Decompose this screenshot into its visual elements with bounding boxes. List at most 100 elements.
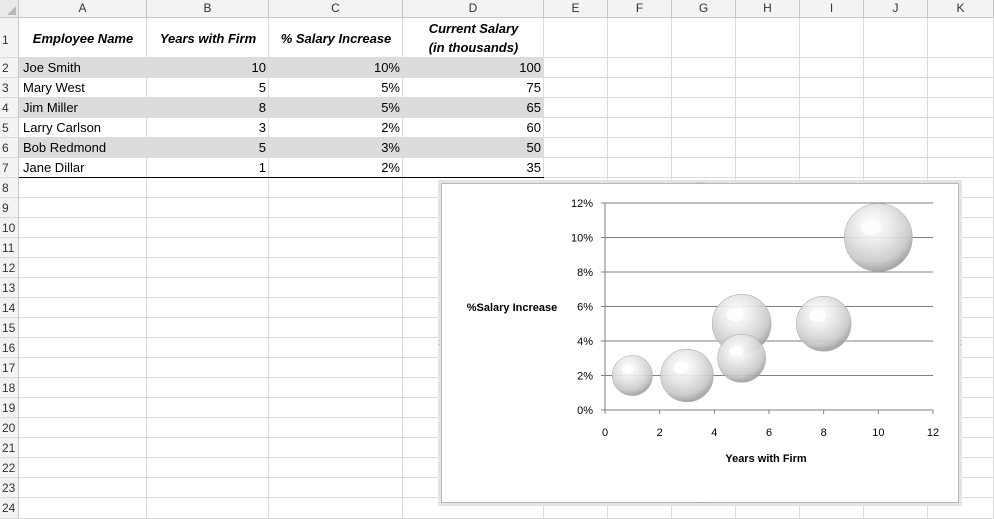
row-header-2[interactable]: 2: [0, 58, 19, 78]
row-header-19[interactable]: 19: [0, 398, 19, 418]
cell-salary[interactable]: 35: [526, 160, 541, 175]
cell-years[interactable]: 5: [258, 80, 266, 95]
bubble-point[interactable]: [611, 355, 653, 396]
row-header-14[interactable]: 14: [0, 298, 19, 318]
row-header-17[interactable]: 17: [0, 358, 19, 378]
bubble-highlight: [729, 345, 744, 357]
x-tick-label: 6: [766, 427, 772, 439]
cell-increase[interactable]: 3%: [381, 140, 400, 155]
column-header-d[interactable]: D: [403, 0, 544, 18]
column-header-h[interactable]: H: [736, 0, 800, 18]
row-header-21[interactable]: 21: [0, 438, 19, 458]
column-header-a[interactable]: A: [19, 0, 147, 18]
select-all-corner[interactable]: [0, 0, 19, 18]
bubble-highlight: [621, 365, 634, 374]
column-header-g[interactable]: G: [672, 0, 736, 18]
column-gridline: [268, 18, 269, 519]
cell-increase[interactable]: 10%: [373, 60, 400, 75]
bubble-point[interactable]: [717, 333, 767, 383]
chart-resize-handle-bottom[interactable]: ····: [696, 498, 707, 507]
cell-salary[interactable]: 60: [526, 120, 541, 135]
header-current-salary[interactable]: Current Salary (in thousands): [428, 21, 519, 55]
y-tick-label: 4%: [577, 336, 593, 348]
cell-employee-name[interactable]: Mary West: [23, 80, 85, 95]
bubble-point[interactable]: [795, 296, 852, 352]
row-header-5[interactable]: 5: [0, 118, 19, 138]
row-header-18[interactable]: 18: [0, 378, 19, 398]
x-tick-label: 2: [657, 427, 663, 439]
cell-years[interactable]: 3: [258, 120, 266, 135]
cell-years[interactable]: 10: [251, 60, 266, 75]
cell-years[interactable]: 8: [258, 100, 266, 115]
column-header-e[interactable]: E: [544, 0, 608, 18]
bubble-highlight: [726, 308, 745, 322]
bubble-highlight: [673, 361, 690, 374]
y-tick-label: 8%: [577, 267, 593, 279]
column-gridline: [146, 18, 147, 519]
row-header-1[interactable]: 1: [0, 18, 19, 58]
row-header-20[interactable]: 20: [0, 418, 19, 438]
row-header-6[interactable]: 6: [0, 138, 19, 158]
row-header-16[interactable]: 16: [0, 338, 19, 358]
bubble-highlight: [809, 309, 826, 322]
row-header-12[interactable]: 12: [0, 258, 19, 278]
row-band: [19, 138, 544, 158]
cell-employee-name[interactable]: Joe Smith: [23, 60, 81, 75]
cell-increase[interactable]: 5%: [381, 100, 400, 115]
y-tick-label: 12%: [571, 198, 593, 210]
y-tick-label: 10%: [571, 233, 593, 245]
header-employee-name[interactable]: Employee Name: [32, 30, 134, 46]
column-header-f[interactable]: F: [608, 0, 672, 18]
header-salary-increase[interactable]: % Salary Increase: [280, 30, 392, 46]
row-band: [19, 98, 544, 118]
header-years-with-firm[interactable]: Years with Firm: [159, 30, 257, 46]
row-header-13[interactable]: 13: [0, 278, 19, 298]
cell-employee-name[interactable]: Jane Dillar: [23, 160, 85, 175]
cell-years[interactable]: 5: [258, 140, 266, 155]
cell-employee-name[interactable]: Bob Redmond: [23, 140, 107, 155]
chart-resize-handle-top[interactable]: ····: [696, 178, 707, 187]
column-header-c[interactable]: C: [269, 0, 403, 18]
chart-resize-handle-right[interactable]: :: [959, 338, 962, 347]
bubble-point[interactable]: [844, 203, 913, 272]
cell-increase[interactable]: 2%: [381, 160, 400, 175]
chart-resize-handle-left[interactable]: :: [438, 338, 441, 347]
row-header-3[interactable]: 3: [0, 78, 19, 98]
cell-salary[interactable]: 75: [526, 80, 541, 95]
cell-salary[interactable]: 50: [526, 140, 541, 155]
cell-salary[interactable]: 100: [519, 60, 541, 75]
row-gridline: [19, 137, 994, 138]
row-header-9[interactable]: 9: [0, 198, 19, 218]
row-header-15[interactable]: 15: [0, 318, 19, 338]
y-tick-label: 6%: [577, 302, 593, 314]
cell-years[interactable]: 1: [258, 160, 266, 175]
x-tick-label: 12: [927, 427, 939, 439]
x-tick-label: 10: [872, 427, 884, 439]
row-header-10[interactable]: 10: [0, 218, 19, 238]
y-tick-label: 2%: [577, 371, 593, 383]
bubble-highlight: [860, 219, 882, 235]
row-gridline: [19, 97, 994, 98]
row-header-23[interactable]: 23: [0, 478, 19, 498]
row-header-11[interactable]: 11: [0, 238, 19, 258]
chart-plot: 0% 2% 4% 6% 8% 10% 12% 0 2 4 6 8 10 12 Years with Firm…: [467, 198, 939, 465]
cell-increase[interactable]: 2%: [381, 120, 400, 135]
row-header-7[interactable]: 7: [0, 158, 19, 178]
column-header-i[interactable]: I: [800, 0, 864, 18]
cell-employee-name[interactable]: Jim Miller: [23, 100, 78, 115]
bubble-chart[interactable]: ···· ···· : : 0% 2% 4% 6% 8% 10% 12% 0 2 4 6 8 10 12 Y…: [438, 179, 962, 507]
row-band: [19, 58, 544, 78]
row-header-24[interactable]: 24: [0, 498, 19, 519]
cell-increase[interactable]: 5%: [381, 80, 400, 95]
row-header-8[interactable]: 8: [0, 178, 19, 198]
cell-employee-name[interactable]: Larry Carlson: [23, 120, 102, 135]
row-header-22[interactable]: 22: [0, 458, 19, 478]
column-header-b[interactable]: B: [147, 0, 269, 18]
column-gridline: [402, 18, 403, 519]
row-header-4[interactable]: 4: [0, 98, 19, 118]
cell-salary[interactable]: 65: [526, 100, 541, 115]
table-bottom-border: [19, 177, 544, 178]
bubble-point[interactable]: [660, 348, 714, 403]
column-header-j[interactable]: J: [864, 0, 928, 18]
column-header-k[interactable]: K: [928, 0, 994, 18]
